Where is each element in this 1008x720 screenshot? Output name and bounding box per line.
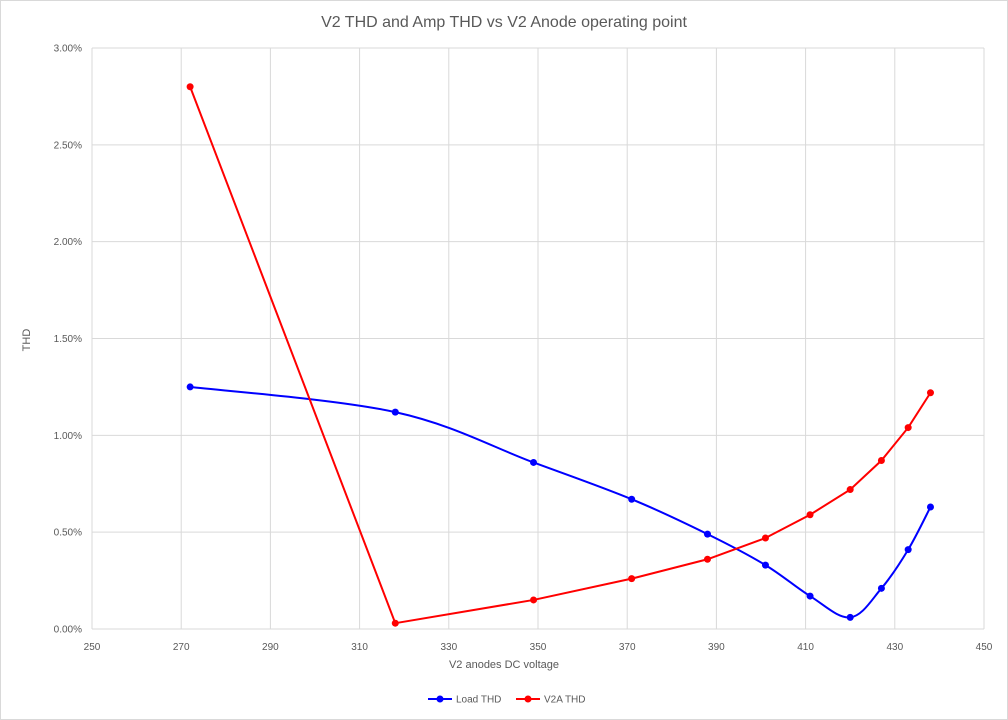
series-line-load-thd [189, 385, 932, 619]
x-tick-label: 270 [173, 642, 190, 653]
x-tick-label: 330 [440, 642, 457, 653]
data-point-load-thd [846, 613, 854, 621]
data-point-load-thd [628, 495, 636, 503]
x-tick-label: 310 [351, 642, 368, 653]
data-point-v2a-thd [904, 424, 912, 432]
data-point-v2a-thd [703, 555, 711, 563]
y-tick-label: 2.00% [54, 237, 82, 248]
y-tick-label: 2.50% [54, 140, 82, 151]
legend-label-load-thd: Load THD [456, 695, 501, 706]
data-point-load-thd [703, 530, 711, 538]
y-tick-label: 0.00% [54, 625, 82, 636]
data-point-load-thd [530, 458, 538, 466]
data-point-load-thd [391, 408, 399, 416]
x-tick-label: 370 [619, 642, 636, 653]
x-axis-label: V2 anodes DC voltage [449, 659, 559, 671]
x-tick-label: 390 [708, 642, 725, 653]
x-tick-label: 410 [797, 642, 814, 653]
data-point-load-thd [877, 584, 885, 592]
data-point-load-thd [186, 383, 194, 391]
x-tick-label: 430 [886, 642, 903, 653]
chart-title: V2 THD and Amp THD vs V2 Anode operating… [321, 14, 687, 31]
series-line-v2a-thd [189, 86, 932, 625]
gridlines [91, 47, 985, 630]
data-point-v2a-thd [926, 389, 934, 397]
y-tick-label: 3.00% [54, 44, 82, 55]
legend-label-v2a-thd: V2A THD [544, 695, 586, 706]
legend: Load THD V2A THD [428, 695, 586, 706]
data-point-v2a-thd [846, 486, 854, 494]
x-tick-label: 450 [976, 642, 993, 653]
y-tick-label: 1.50% [54, 334, 82, 345]
legend-marker-load-thd [436, 695, 444, 703]
legend-marker-v2a-thd [524, 695, 532, 703]
y-tick-label: 0.50% [54, 528, 82, 539]
data-point-v2a-thd [628, 575, 636, 583]
series-lines [186, 83, 934, 627]
data-point-load-thd [761, 561, 769, 569]
data-point-v2a-thd [186, 83, 194, 91]
data-point-load-thd [926, 503, 934, 511]
data-point-v2a-thd [761, 534, 769, 542]
data-point-v2a-thd [806, 511, 814, 519]
data-point-v2a-thd [391, 619, 399, 627]
x-axis-ticks: 250 270 290 310 330 350 370 390 410 430 450 [84, 642, 993, 653]
x-tick-label: 290 [262, 642, 279, 653]
y-axis-ticks: 0.00% 0.50% 1.00% 1.50% 2.00% 2.50% 3.00% [54, 44, 82, 636]
x-tick-label: 350 [530, 642, 547, 653]
y-axis-label: THD [21, 329, 33, 352]
x-tick-label: 250 [84, 642, 101, 653]
data-point-v2a-thd [530, 596, 538, 604]
data-point-load-thd [904, 546, 912, 554]
data-point-v2a-thd [877, 457, 885, 465]
y-tick-label: 1.00% [54, 431, 82, 442]
data-point-load-thd [806, 592, 814, 600]
